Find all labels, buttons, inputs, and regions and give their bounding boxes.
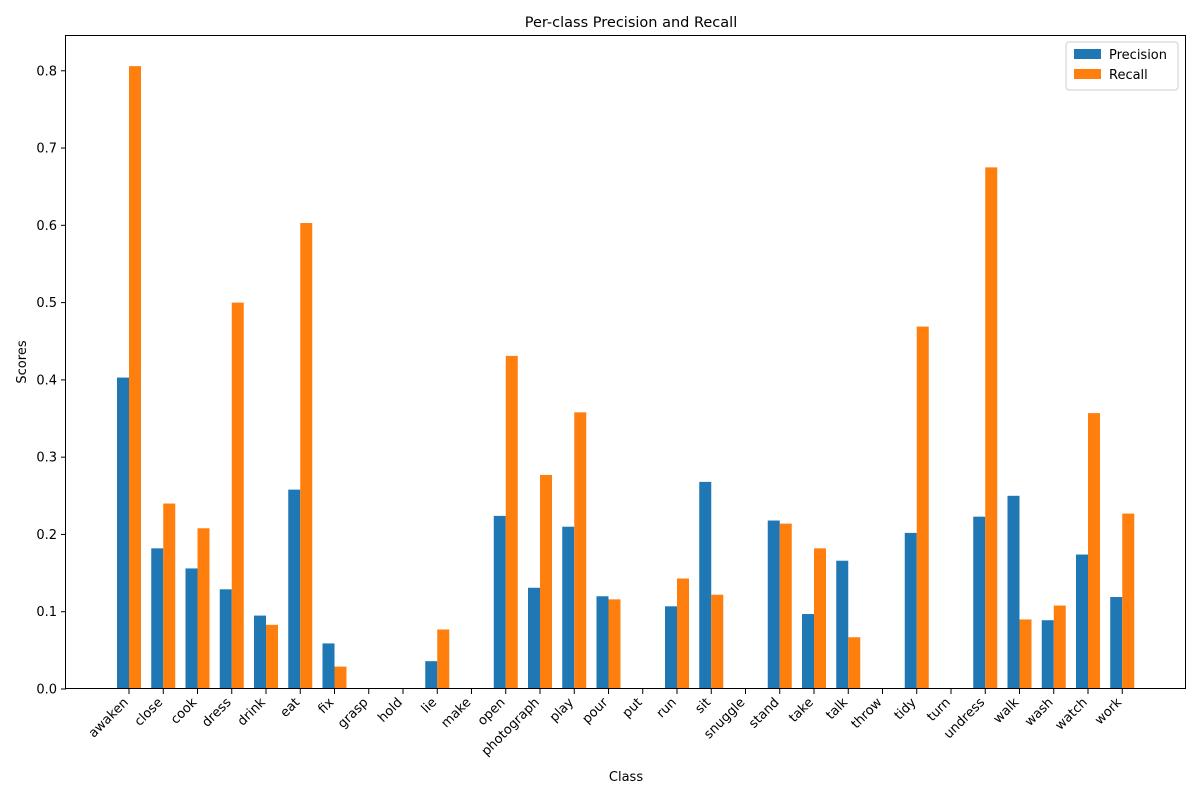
bar-precision-walk: [1007, 495, 1020, 689]
bar-precision-awaken: [117, 377, 129, 689]
bar-recall-take: [814, 548, 826, 689]
y-tick-label: 0.5: [36, 296, 57, 311]
bar-precision-photograph: [528, 587, 540, 689]
y-tick-label: 0.1: [36, 605, 57, 620]
bar-recall-lie: [437, 629, 450, 689]
bar-recall-walk: [1019, 619, 1032, 689]
x-tick-label: work: [1092, 695, 1125, 728]
bar-precision-open: [493, 515, 506, 689]
bar-precision-work: [1110, 597, 1123, 689]
legend-label-recall: Recall: [1109, 68, 1148, 83]
bar-recall-awaken: [129, 66, 141, 690]
bar-precision-dress: [219, 589, 232, 689]
bar-precision-close: [151, 548, 164, 689]
legend: Precision Recall: [1065, 41, 1179, 91]
bar-precision-lie: [425, 661, 438, 689]
bar-recall-close: [163, 503, 176, 689]
bar-precision-run: [665, 606, 677, 689]
x-tick-label: awaken: [86, 695, 132, 741]
bar-precision-wash: [1041, 620, 1054, 689]
y-tick-label: 0.3: [36, 451, 57, 466]
x-tick-label: tidy: [892, 695, 920, 723]
x-tick-label: sit: [693, 695, 715, 717]
bar-recall-fix: [334, 666, 347, 689]
x-tick-label: fix: [315, 695, 337, 717]
plot-frame: [65, 35, 1186, 689]
x-tick-label: take: [786, 695, 817, 726]
x-tick-label: walk: [991, 695, 1023, 727]
bar-recall-tidy: [916, 326, 929, 689]
x-tick-label: turn: [924, 695, 953, 724]
legend-swatch-recall: [1074, 69, 1101, 79]
bar-recall-talk: [848, 637, 861, 689]
bar-recall-work: [1122, 513, 1135, 689]
bar-recall-stand: [779, 523, 792, 689]
y-axis: 0.0 0.1 0.2 0.3 0.4 0.5 0.6 0.7 0.8: [36, 64, 66, 698]
x-tick-label: run: [654, 695, 680, 721]
x-axis-label: Class: [609, 770, 643, 785]
bar-precision-undress: [973, 516, 986, 689]
bar-precision-play: [562, 526, 575, 689]
bar-precision-watch: [1076, 554, 1088, 689]
y-axis-label: Scores: [15, 340, 30, 383]
bar-recall-undress: [985, 167, 998, 689]
bar-recall-run: [677, 578, 689, 689]
chart-title: Per-class Precision and Recall: [525, 15, 737, 31]
bar-precision-stand: [767, 520, 780, 689]
bar-precision-fix: [322, 643, 335, 689]
y-tick-label: 0.8: [36, 64, 57, 79]
x-tick-label: eat: [278, 695, 304, 721]
bar-precision-cook: [185, 568, 198, 689]
legend-swatch-precision: [1074, 49, 1101, 59]
x-tick-label: lie: [419, 695, 440, 716]
bar-precision-drink: [254, 615, 266, 689]
x-tick-label: grasp: [335, 695, 371, 731]
bar-recall-drink: [266, 624, 278, 689]
y-tick-label: 0.2: [36, 528, 57, 543]
bars-group: [117, 66, 1135, 690]
bar-precision-eat: [288, 489, 301, 689]
bar-recall-sit: [711, 594, 724, 689]
x-tick-label: drink: [235, 695, 269, 729]
x-tick-label: make: [438, 695, 474, 731]
bar-precision-pour: [596, 596, 609, 689]
x-tick-label: play: [547, 695, 577, 725]
y-tick-label: 0.7: [36, 142, 57, 157]
y-tick-label: 0.6: [36, 219, 57, 234]
bar-recall-pour: [608, 599, 621, 689]
x-tick-label: throw: [849, 695, 886, 732]
bar-recall-dress: [231, 302, 244, 689]
bar-recall-open: [505, 355, 518, 689]
x-tick-label: cook: [168, 695, 201, 728]
bar-recall-eat: [300, 223, 313, 690]
x-tick-label: talk: [823, 695, 851, 723]
y-tick-label: 0.0: [36, 683, 57, 698]
x-tick-label: pour: [580, 695, 612, 727]
bar-recall-wash: [1053, 605, 1066, 689]
bar-precision-sit: [699, 481, 712, 689]
x-tick-label: put: [620, 695, 646, 721]
x-tick-label: stand: [746, 695, 782, 731]
x-tick-label: dress: [199, 695, 234, 730]
x-tick-label: close: [132, 695, 166, 729]
bar-recall-photograph: [540, 474, 552, 689]
bar-precision-talk: [836, 560, 849, 689]
x-tick-label: wash: [1022, 695, 1056, 729]
bar-recall-play: [574, 412, 587, 689]
x-tick-label: watch: [1053, 695, 1091, 733]
bar-recall-cook: [197, 528, 210, 689]
legend-label-precision: Precision: [1109, 48, 1167, 63]
bar-precision-tidy: [904, 532, 917, 689]
bar-recall-watch: [1088, 413, 1100, 689]
y-tick-label: 0.4: [36, 373, 57, 388]
x-tick-label: hold: [375, 695, 405, 725]
bar-precision-take: [802, 614, 814, 689]
